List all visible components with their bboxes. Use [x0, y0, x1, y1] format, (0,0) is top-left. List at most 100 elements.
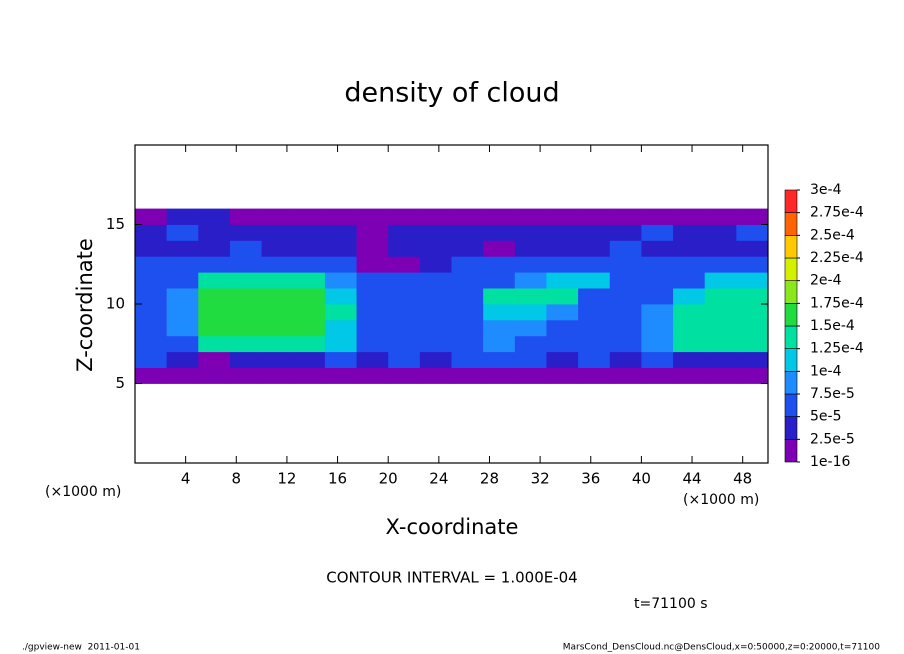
heat-cell — [293, 304, 326, 321]
heat-cell — [229, 208, 262, 225]
colorbar-label: 1e-16 — [810, 454, 850, 470]
x-tick-label: 36 — [581, 470, 600, 488]
heat-cell — [198, 367, 231, 384]
y-tick-label: 15 — [106, 215, 125, 233]
heat-cell — [356, 367, 389, 384]
colorbar-label: 2e-4 — [810, 273, 842, 289]
x-tick-label: 4 — [181, 470, 191, 488]
heat-cell — [356, 288, 389, 305]
heat-cell — [673, 224, 706, 241]
colorbar-swatch — [784, 189, 798, 213]
heat-cell — [736, 224, 769, 241]
heat-cell — [356, 335, 389, 353]
heat-cell — [641, 335, 674, 353]
heat-cell — [641, 288, 674, 305]
heat-cell — [609, 351, 642, 368]
colorbar-label: 1.5e-4 — [810, 318, 855, 334]
heat-cell — [673, 367, 706, 384]
heat-cell — [135, 224, 168, 241]
heat-cell — [736, 335, 769, 353]
heat-cell — [578, 319, 611, 337]
x-unit: (×1000 m) — [683, 492, 759, 508]
heat-cell — [673, 256, 706, 273]
heat-cell — [229, 319, 262, 337]
heat-cell — [578, 256, 611, 273]
heat-cell — [293, 272, 326, 289]
heat-cell — [229, 304, 262, 321]
heat-cell — [166, 304, 199, 321]
heat-cell — [229, 335, 262, 353]
heat-cell — [609, 304, 642, 321]
colorbar-label: 1e-4 — [810, 363, 842, 379]
heat-cell — [356, 208, 389, 225]
x-tick-label: 12 — [277, 470, 296, 488]
heat-cell — [135, 288, 168, 305]
heat-cell — [166, 272, 199, 289]
footer-right: MarsCond_DensCloud.nc@DensCloud,x=0:5000… — [563, 643, 880, 653]
heat-cell — [736, 272, 769, 289]
heat-cell — [356, 272, 389, 289]
x-tick-label: 48 — [733, 470, 752, 488]
heat-cell — [451, 272, 484, 289]
heat-cell — [229, 240, 262, 257]
heat-cell — [135, 335, 168, 353]
heat-cell — [388, 224, 421, 241]
heat-cell — [324, 272, 357, 289]
heat-cell — [609, 208, 642, 225]
heat-cell — [483, 240, 516, 257]
colorbar-label: 2.25e-4 — [810, 250, 864, 266]
heat-cell — [198, 351, 231, 368]
x-tick-label: 40 — [632, 470, 651, 488]
heat-cell — [419, 272, 452, 289]
heat-cell — [451, 256, 484, 273]
heat-cell — [261, 304, 294, 321]
heat-cell — [578, 272, 611, 289]
heat-cell — [356, 224, 389, 241]
heat-cell — [419, 208, 452, 225]
heat-cell — [736, 240, 769, 257]
heat-cell — [609, 224, 642, 241]
heat-cell — [546, 256, 579, 273]
heat-cell — [261, 335, 294, 353]
heat-cell — [704, 288, 737, 305]
heat-cell — [483, 208, 516, 225]
heat-cell — [483, 224, 516, 241]
heat-cell — [198, 335, 231, 353]
heat-cell — [673, 351, 706, 368]
heat-cell — [388, 319, 421, 337]
heat-cell — [546, 367, 579, 384]
heat-cell — [704, 272, 737, 289]
heat-cell — [261, 208, 294, 225]
colorbar-swatch — [784, 235, 798, 259]
heat-cell — [324, 288, 357, 305]
heat-cell — [736, 288, 769, 305]
heat-cell — [704, 256, 737, 273]
x-tick-label: 44 — [682, 470, 701, 488]
heat-cell — [609, 240, 642, 257]
heat-cell — [578, 335, 611, 353]
heat-cell — [641, 256, 674, 273]
heat-cell — [483, 335, 516, 353]
heat-cell — [166, 224, 199, 241]
heat-cell — [135, 256, 168, 273]
colorbar-label: 3e-4 — [810, 182, 842, 198]
heat-cell — [293, 351, 326, 368]
heat-cell — [514, 288, 547, 305]
heat-cell — [261, 224, 294, 241]
heat-cell — [293, 335, 326, 353]
heat-cell — [514, 319, 547, 337]
heat-cell — [673, 208, 706, 225]
heat-cell — [261, 240, 294, 257]
heat-cell — [166, 367, 199, 384]
colorbar-swatch — [784, 303, 798, 327]
x-tick-label: 20 — [379, 470, 398, 488]
heat-cell — [546, 304, 579, 321]
heat-cell — [229, 256, 262, 273]
colorbar-swatch — [784, 257, 798, 281]
heat-cell — [261, 319, 294, 337]
heat-cell — [514, 240, 547, 257]
heat-cell — [198, 272, 231, 289]
heat-cell — [388, 351, 421, 368]
heat-cell — [609, 367, 642, 384]
heat-cell — [514, 208, 547, 225]
